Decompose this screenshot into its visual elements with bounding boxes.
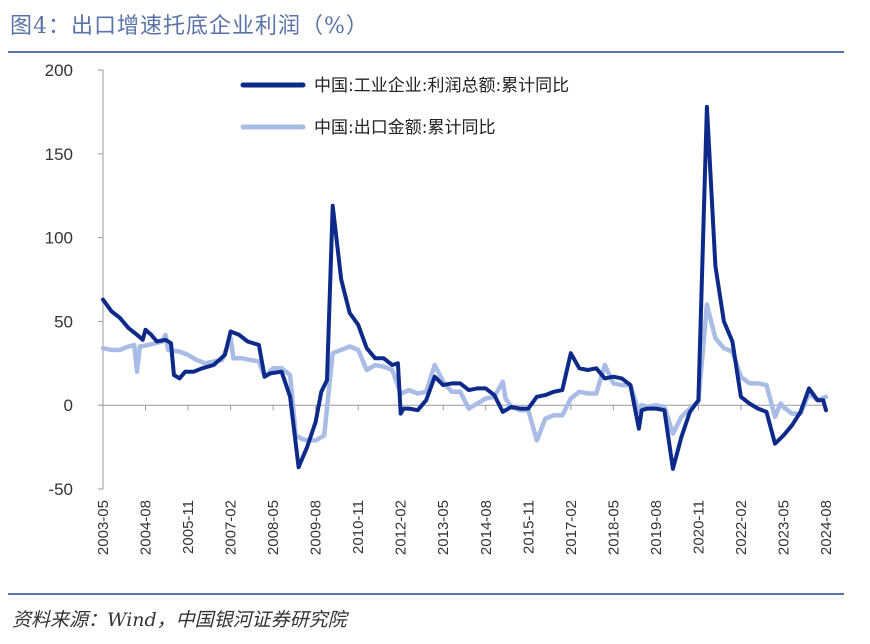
x-tick-label: 2010-11 [350, 500, 367, 554]
y-tick-label: 200 [45, 61, 73, 80]
line-chart: -50 0 50 100 150 200 2003-05 2004-08 2005-11 2007… [45, 61, 835, 555]
series-line-profit [101, 104, 828, 471]
x-tick-label: 2005-11 [180, 500, 197, 554]
x-tick-label: 2007-02 [223, 500, 240, 555]
x-tick-label: 2024-08 [818, 500, 835, 555]
footer-rule [8, 593, 844, 595]
y-tick-label: 100 [45, 229, 73, 248]
y-tick-label: 150 [45, 145, 73, 164]
x-tick-label: 2012-02 [393, 500, 410, 555]
legend-label: 中国:工业企业:利润总额:累计同比 [314, 76, 569, 96]
x-tick-label: 2008-05 [265, 500, 282, 555]
x-tick-label: 2022-02 [733, 500, 750, 555]
x-tick-label: 2023-05 [775, 500, 792, 555]
page-title: 图4：出口增速托底企业利润（%） [10, 14, 369, 39]
title-rule [8, 51, 844, 53]
x-tick-label: 2017-02 [563, 500, 580, 555]
x-tick-label: 2020-11 [690, 500, 707, 554]
series-lines [100, 104, 829, 471]
y-tick-label: 50 [54, 312, 73, 331]
source-note: 资料来源：Wind，中国银河证券研究院 [12, 609, 347, 631]
y-tick-label: 0 [64, 396, 73, 415]
x-tick-label: 2009-08 [308, 500, 325, 555]
x-tick-label: 2004-08 [138, 500, 155, 555]
x-tick-label: 2014-08 [478, 500, 495, 555]
x-tick-label: 2013-05 [435, 500, 452, 555]
y-tick-label: -50 [48, 480, 73, 499]
legend-label: 中国:出口金额:累计同比 [314, 118, 495, 138]
x-tick-label: 2019-08 [648, 500, 665, 555]
axes: -50 0 50 100 150 200 2003-05 2004-08 2005-11 2007… [45, 61, 835, 555]
x-tick-label: 2018-05 [605, 500, 622, 555]
x-tick-label: 2003-05 [95, 500, 112, 555]
x-tick-label: 2015-11 [520, 500, 537, 554]
series-line-export [100, 302, 829, 443]
